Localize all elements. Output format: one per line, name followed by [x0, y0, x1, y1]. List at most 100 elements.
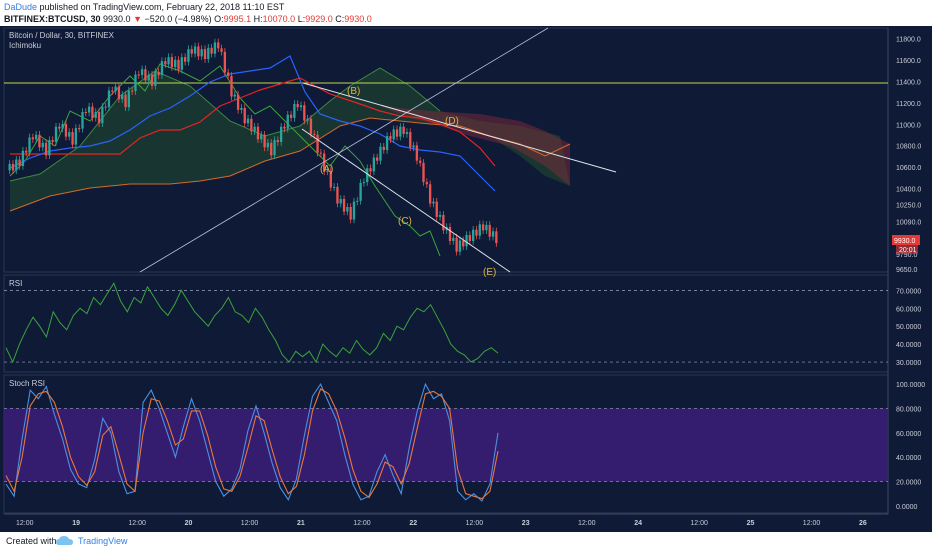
candle-body [462, 240, 465, 247]
candle-body [213, 42, 217, 54]
candle-body [399, 126, 402, 137]
candle-body [174, 59, 177, 68]
candle-body [309, 118, 313, 134]
candle-body [180, 57, 183, 70]
candle-body [54, 126, 58, 142]
time-tick-label: 12:00 [466, 520, 484, 527]
candle-body [160, 61, 164, 76]
stoch-tick-label: 60.0000 [896, 431, 921, 438]
time-tick-label: 12:00 [690, 520, 708, 527]
candle-body [253, 126, 256, 132]
candle-body [68, 132, 71, 137]
published-text: published on TradingView.com, February 2… [39, 2, 285, 12]
price-tick-label: 10800.0 [896, 144, 921, 151]
candle-body [270, 142, 273, 156]
channel-lower-line[interactable] [301, 128, 511, 273]
candle-body [356, 200, 359, 202]
candle-body [448, 227, 452, 241]
candle-body [283, 126, 286, 129]
candle-body [303, 105, 306, 121]
open-label: O: [214, 14, 224, 24]
footer-bar: Created with TradingView [0, 532, 932, 550]
author-link[interactable]: DaDude [4, 2, 38, 12]
candle-body [147, 74, 150, 81]
time-tick-label: 12:00 [16, 520, 34, 527]
candle-body [81, 112, 84, 129]
candle-body [58, 126, 61, 129]
candle-body [8, 163, 11, 171]
candle-body [369, 168, 372, 172]
candle-body [326, 170, 329, 172]
candle-body [359, 182, 362, 201]
candle-body [379, 146, 382, 161]
open-value: 9995.1 [223, 14, 252, 24]
candle-body [339, 198, 342, 204]
channel-upper-line[interactable] [302, 82, 617, 173]
candle-body [349, 206, 352, 220]
candle-body [230, 75, 233, 97]
candle-body [111, 90, 114, 92]
rsi-tick-label: 40.0000 [896, 342, 921, 349]
candle-body [260, 134, 263, 140]
candle-body [51, 140, 54, 142]
candle-body [61, 124, 64, 129]
candle-body [475, 229, 478, 236]
candle-body [18, 159, 21, 167]
symbol-interval: BITFINEX:BTCUSD, 30 [4, 14, 101, 24]
candle-body [452, 237, 455, 241]
candle-body [495, 231, 498, 244]
chart-area[interactable]: Bitcoin / Dollar, 30, BITFINEX Ichimoku … [0, 26, 932, 532]
candle-body [438, 215, 442, 217]
candle-body [392, 129, 395, 140]
candle-body [458, 240, 462, 252]
candle-body [263, 134, 266, 148]
time-tick-label: 23 [522, 520, 530, 527]
wave-label-b: (B) [347, 86, 360, 97]
candle-body [78, 128, 81, 130]
candle-body [336, 186, 339, 204]
price-pane-title: Bitcoin / Dollar, 30, BITFINEX [9, 31, 115, 40]
stoch-d-line [5, 388, 499, 500]
candle-body [74, 128, 78, 145]
candle-body [332, 186, 336, 188]
candle-body [197, 46, 200, 57]
candle-body [296, 103, 299, 108]
rsi-pane-title: RSI [9, 279, 22, 288]
candle-body [246, 118, 250, 124]
candle-body [366, 168, 369, 183]
candle-body [170, 57, 174, 68]
candle-body [293, 103, 296, 118]
candle-body [41, 142, 44, 148]
candle-body [289, 114, 293, 118]
chart-svg[interactable]: Bitcoin / Dollar, 30, BITFINEX Ichimoku … [0, 26, 932, 532]
candle-body [286, 114, 289, 129]
price-change: −520.0 (−4.98%) [144, 14, 212, 24]
candle-body [316, 134, 319, 153]
candle-body [412, 145, 415, 148]
candle-body [465, 235, 468, 247]
candle-body [233, 94, 236, 97]
candle-body [87, 106, 91, 113]
tradingview-brand-link[interactable]: TradingView [78, 536, 128, 546]
candle-body [117, 86, 121, 100]
candle-body [140, 69, 144, 76]
candle-body [435, 201, 438, 217]
candle-body [227, 72, 230, 76]
stoch-overbought-oversold-band [4, 408, 888, 482]
time-tick-label: 20 [185, 520, 193, 527]
candle-body [164, 61, 167, 65]
trend-line-diagonal[interactable] [139, 27, 549, 273]
candlestick-series [8, 38, 498, 256]
candle-body [44, 142, 48, 156]
candle-body [137, 74, 140, 76]
candle-body [150, 74, 154, 86]
time-tick-label: 12:00 [353, 520, 371, 527]
candle-body [34, 134, 38, 140]
candle-body [352, 201, 356, 220]
candle-body [236, 94, 240, 110]
time-tick-label: 26 [859, 520, 867, 527]
price-tick-label: 11600.0 [896, 58, 921, 65]
stoch-tick-label: 0.0000 [896, 504, 918, 511]
candle-body [134, 74, 137, 92]
countdown-marker [896, 245, 918, 254]
